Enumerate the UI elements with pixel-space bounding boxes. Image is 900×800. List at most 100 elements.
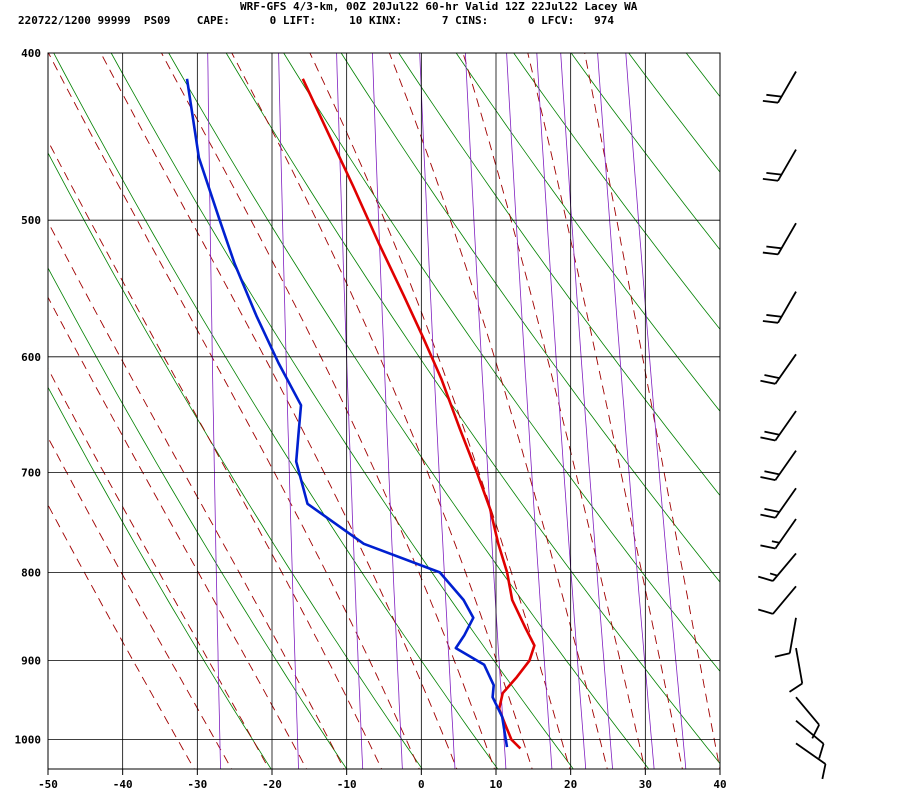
profile-line bbox=[301, 78, 536, 750]
barb-flag bbox=[760, 476, 776, 481]
wind-barb bbox=[760, 450, 797, 481]
barb-shaft bbox=[774, 410, 797, 442]
profile-lines bbox=[185, 78, 536, 750]
barb-flag bbox=[774, 652, 790, 658]
pressure-tick-label: 400 bbox=[21, 47, 41, 60]
mixing-ratio-line bbox=[597, 53, 655, 769]
dry-adiabat bbox=[398, 53, 720, 497]
barb-flag bbox=[762, 251, 779, 256]
mixing-ratio-line bbox=[207, 53, 221, 769]
x-tick-label: 10 bbox=[489, 778, 502, 791]
dry-adiabat bbox=[225, 53, 720, 765]
barb-shaft bbox=[777, 222, 797, 255]
pressure-tick-label: 600 bbox=[21, 351, 41, 364]
wind-barb bbox=[760, 353, 797, 385]
moist-adiabat bbox=[48, 221, 345, 769]
dry-adiabat bbox=[455, 53, 720, 412]
x-tick-label: 0 bbox=[418, 778, 425, 791]
background-lines bbox=[48, 15, 900, 777]
sounding-indices-line: 220722/1200 99999 PS09 CAPE: 0 LIFT: 10 … bbox=[18, 14, 615, 27]
barb-flag bbox=[760, 379, 776, 385]
grid bbox=[47, 52, 721, 775]
barb-flag bbox=[758, 608, 774, 615]
barb-shaft bbox=[774, 450, 797, 481]
moist-adiabat bbox=[48, 504, 195, 769]
dry-adiabat bbox=[110, 53, 574, 769]
dry-adiabat bbox=[53, 53, 499, 769]
dry-adiabat bbox=[48, 152, 423, 769]
dry-adiabat bbox=[283, 53, 720, 673]
barb-flag bbox=[762, 178, 779, 182]
mixing-ratio-line bbox=[536, 53, 587, 769]
barb-flag bbox=[766, 245, 782, 250]
dry-adiabat bbox=[513, 53, 720, 330]
wind-barb bbox=[795, 742, 827, 780]
barb-flag bbox=[821, 763, 827, 780]
wind-barb bbox=[758, 585, 797, 615]
x-tick-label: -20 bbox=[262, 778, 282, 791]
wind-barb bbox=[760, 518, 797, 550]
barb-shaft bbox=[774, 518, 797, 550]
moist-adiabat bbox=[48, 53, 420, 769]
x-tick-label: -40 bbox=[113, 778, 133, 791]
barb-half-flag bbox=[769, 572, 778, 577]
barb-shaft bbox=[795, 696, 820, 726]
wind-barb bbox=[760, 487, 797, 519]
dry-adiabat bbox=[884, 15, 900, 777]
barb-flag bbox=[762, 99, 779, 104]
dry-adiabat bbox=[770, 15, 900, 777]
dry-adiabat bbox=[340, 53, 720, 583]
barb-shaft bbox=[788, 617, 797, 654]
mixing-ratio-line bbox=[506, 53, 553, 769]
plot-border bbox=[47, 52, 721, 770]
barb-shaft bbox=[772, 585, 797, 615]
wind-barb bbox=[758, 552, 797, 582]
dry-adiabat bbox=[827, 15, 900, 777]
barb-flag bbox=[764, 507, 780, 513]
mixing-ratio-line bbox=[336, 53, 364, 769]
moist-adiabat bbox=[388, 53, 608, 769]
dry-adiabat bbox=[168, 53, 650, 769]
mixing-ratio-line bbox=[371, 53, 403, 769]
pressure-tick-label: 1000 bbox=[15, 734, 42, 747]
mixing-ratio-line bbox=[625, 53, 687, 769]
wind-barb bbox=[762, 71, 797, 104]
mixing-ratio-line bbox=[278, 53, 299, 769]
barb-shaft bbox=[777, 149, 797, 182]
barb-shaft bbox=[777, 71, 797, 104]
moist-adiabat bbox=[584, 53, 720, 769]
dry-adiabat bbox=[570, 53, 720, 251]
mixing-ratio-line bbox=[419, 53, 456, 769]
mixing-ratio-line bbox=[464, 53, 507, 769]
moist-adiabat bbox=[48, 436, 233, 769]
barb-flag bbox=[764, 374, 780, 379]
barb-flag bbox=[760, 544, 776, 550]
barb-flag bbox=[766, 314, 782, 318]
mixing-ratio-line bbox=[560, 53, 614, 769]
barb-flag bbox=[818, 743, 825, 759]
wind-barb bbox=[760, 410, 797, 442]
barb-flag bbox=[762, 320, 779, 324]
x-tick-label: -30 bbox=[187, 778, 207, 791]
chart-title: WRF-GFS 4/3-km, 00Z 20Jul22 60-hr Valid … bbox=[240, 0, 638, 13]
barb-shaft bbox=[774, 353, 797, 385]
barb-flag bbox=[758, 575, 774, 582]
pressure-tick-label: 500 bbox=[21, 214, 41, 227]
profile-line bbox=[185, 78, 509, 748]
barb-flag bbox=[760, 513, 776, 519]
barb-shaft bbox=[772, 552, 797, 582]
moist-adiabat bbox=[48, 140, 383, 769]
barb-shaft bbox=[777, 291, 797, 324]
moist-adiabat bbox=[462, 53, 646, 769]
wind-barbs bbox=[758, 71, 827, 780]
wind-barb bbox=[774, 617, 797, 658]
wind-barb bbox=[762, 291, 797, 324]
barb-flag bbox=[764, 430, 780, 436]
pressure-tick-label: 700 bbox=[21, 466, 41, 479]
wind-barb bbox=[795, 719, 825, 759]
wind-barb bbox=[789, 647, 804, 693]
barb-shaft bbox=[774, 487, 797, 519]
moist-adiabat bbox=[100, 53, 458, 769]
x-tick-label: -50 bbox=[38, 778, 58, 791]
